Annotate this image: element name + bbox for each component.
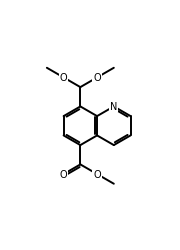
Text: O: O	[93, 170, 101, 179]
Text: O: O	[93, 73, 101, 83]
Text: O: O	[60, 170, 68, 179]
Text: O: O	[60, 73, 68, 83]
Text: N: N	[110, 102, 118, 112]
